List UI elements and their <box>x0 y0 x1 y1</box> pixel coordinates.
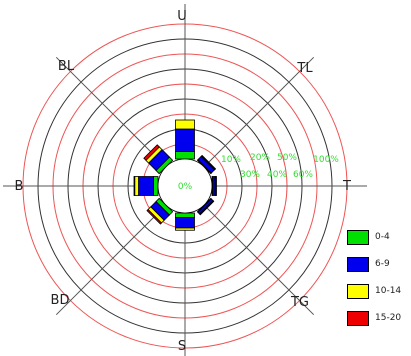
bar-b-6-9 <box>138 176 154 196</box>
spoke-bl <box>55 56 167 168</box>
bar-t <box>211 176 217 196</box>
ring-label-60pct: 60% <box>293 170 313 180</box>
bar-b <box>133 176 159 196</box>
direction-label-bd: BD <box>51 293 70 308</box>
bar-tl-15-20 <box>201 154 217 170</box>
legend-swatch <box>347 229 369 245</box>
legend-item-0-4: 0-4 <box>347 228 390 246</box>
spoke-bd <box>55 204 167 316</box>
bar-u <box>175 119 195 160</box>
ring-label-20pct: 20% <box>250 153 270 163</box>
bar-bl <box>143 144 174 175</box>
legend-item-10-14: 10-14 <box>347 282 401 300</box>
calm-circle: 0% <box>157 158 213 214</box>
spoke-tl <box>203 56 315 168</box>
bar-s <box>175 212 195 231</box>
direction-bars <box>133 119 217 231</box>
calm-ring <box>157 158 213 214</box>
legend-swatch <box>347 310 369 326</box>
bar-u-6-9 <box>175 128 195 152</box>
ring-percent-labels: 10% 20% 50% 100% 30% 40% 60% <box>221 153 339 180</box>
bar-u-0-4 <box>175 151 195 160</box>
bar-s-10-14 <box>175 227 195 231</box>
bar-b-10-14 <box>134 176 139 196</box>
legend-item-6-9: 6-9 <box>347 255 390 273</box>
ring-label-100pct: 100% <box>313 155 339 165</box>
direction-label-tg: TG <box>290 295 309 310</box>
legend-swatch <box>347 283 369 299</box>
legend-label: 15-20 <box>375 313 402 323</box>
legend-swatch <box>347 256 369 272</box>
bar-t-15-20 <box>215 176 217 196</box>
bar-u-10-14 <box>175 119 195 130</box>
ring-label-30pct: 30% <box>240 170 260 180</box>
bar-tg-15-20 <box>199 200 215 216</box>
bar-b-15-20 <box>133 176 136 196</box>
ring-label-50pct: 50% <box>277 153 297 163</box>
spoke-tg <box>203 204 315 316</box>
bar-s-0-4 <box>175 212 195 218</box>
bar-bl-15-20 <box>143 144 160 161</box>
direction-label-b: B <box>15 179 24 194</box>
direction-label-bl: BL <box>58 59 75 74</box>
legend-label: 10-14 <box>375 286 402 296</box>
bar-b-0-4 <box>153 176 159 196</box>
legend-label: 0-4 <box>375 232 390 242</box>
bar-bd-15-20 <box>146 208 163 225</box>
ring-label-40pct: 40% <box>267 170 287 180</box>
direction-label-tl: TL <box>296 61 313 76</box>
direction-label-t: T <box>342 179 351 194</box>
bar-s-6-9 <box>175 217 195 229</box>
calm-label: 0% <box>178 182 193 192</box>
legend-item-15-20: 15-20 <box>347 309 401 327</box>
ring-label-10pct: 10% <box>221 155 241 165</box>
direction-label-s: S <box>178 339 186 354</box>
direction-labels: U TL T TG S BD B BL <box>15 9 351 354</box>
direction-spokes <box>3 4 367 356</box>
direction-label-u: U <box>177 9 187 24</box>
legend-label: 6-9 <box>375 259 390 269</box>
